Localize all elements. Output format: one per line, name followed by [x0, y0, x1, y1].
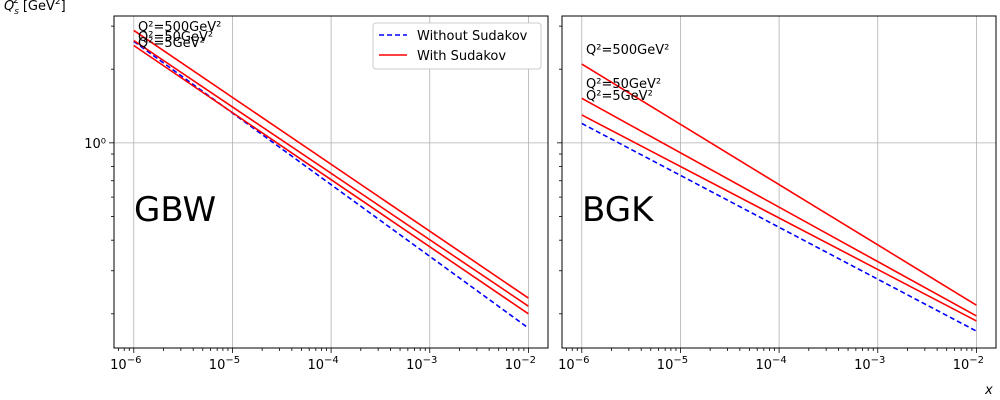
legend: Without Sudakov With Sudakov	[372, 22, 542, 70]
q2-annotation: Q²=500GeV²	[586, 43, 669, 58]
y-tick-label: 10⁰	[84, 137, 106, 152]
x-tick-label: 10−3	[406, 355, 437, 373]
axes-frame	[561, 15, 997, 349]
series-without-sudakov	[581, 122, 977, 332]
x-tick-label: 10−3	[854, 355, 885, 373]
x-tick-label: 10−2	[953, 355, 984, 373]
panel-gbw: 10−6 10−5 10−4 10−3 10−2 10⁰ Q²=500GeV²Q²=50Ge…	[84, 15, 549, 373]
axes-frame	[113, 15, 549, 349]
x-tick-label: 10−6	[110, 355, 141, 373]
x-axis-label: x	[984, 383, 993, 398]
q2-annotation: Q²=5GeV²	[138, 36, 205, 51]
series-with-sudakov-3	[133, 44, 529, 315]
x-tick-label: 10−2	[505, 355, 536, 373]
series-with-sudakov-2	[133, 39, 529, 307]
panel-label: GBW	[134, 190, 216, 230]
series-without-sudakov	[133, 40, 529, 329]
x-tick-label: 10−6	[558, 355, 589, 373]
series-with-sudakov-3	[581, 114, 977, 322]
legend-label-without-sudakov: Without Sudakov	[417, 29, 528, 44]
panel-bgk: 10−6 10−5 10−4 10−3 10−2 Q²=500GeV² Q²=50GeV²Q…	[557, 15, 997, 373]
series-with-sudakov-1	[581, 63, 977, 306]
q2-annotation: Q²=500GeV²	[138, 20, 221, 35]
x-tick-label: 10−5	[209, 355, 240, 373]
legend-frame	[372, 22, 542, 70]
panel-label: BGK	[582, 190, 655, 230]
q2-annotation: Q²=5GeV²	[586, 89, 653, 104]
q2-annotation: Q²=50GeV²	[586, 77, 661, 92]
x-tick-label: 10−4	[755, 355, 786, 373]
series-with-sudakov-1	[133, 29, 529, 299]
x-tick-label: 10−4	[307, 355, 338, 373]
legend-label-with-sudakov: With Sudakov	[417, 49, 506, 64]
q2-annotation: Q²=50GeV²	[138, 30, 213, 45]
y-axis-label: Qs2 [GeV2]	[4, 0, 66, 17]
series-with-sudakov-2	[581, 97, 977, 317]
x-tick-label: 10−5	[657, 355, 688, 373]
